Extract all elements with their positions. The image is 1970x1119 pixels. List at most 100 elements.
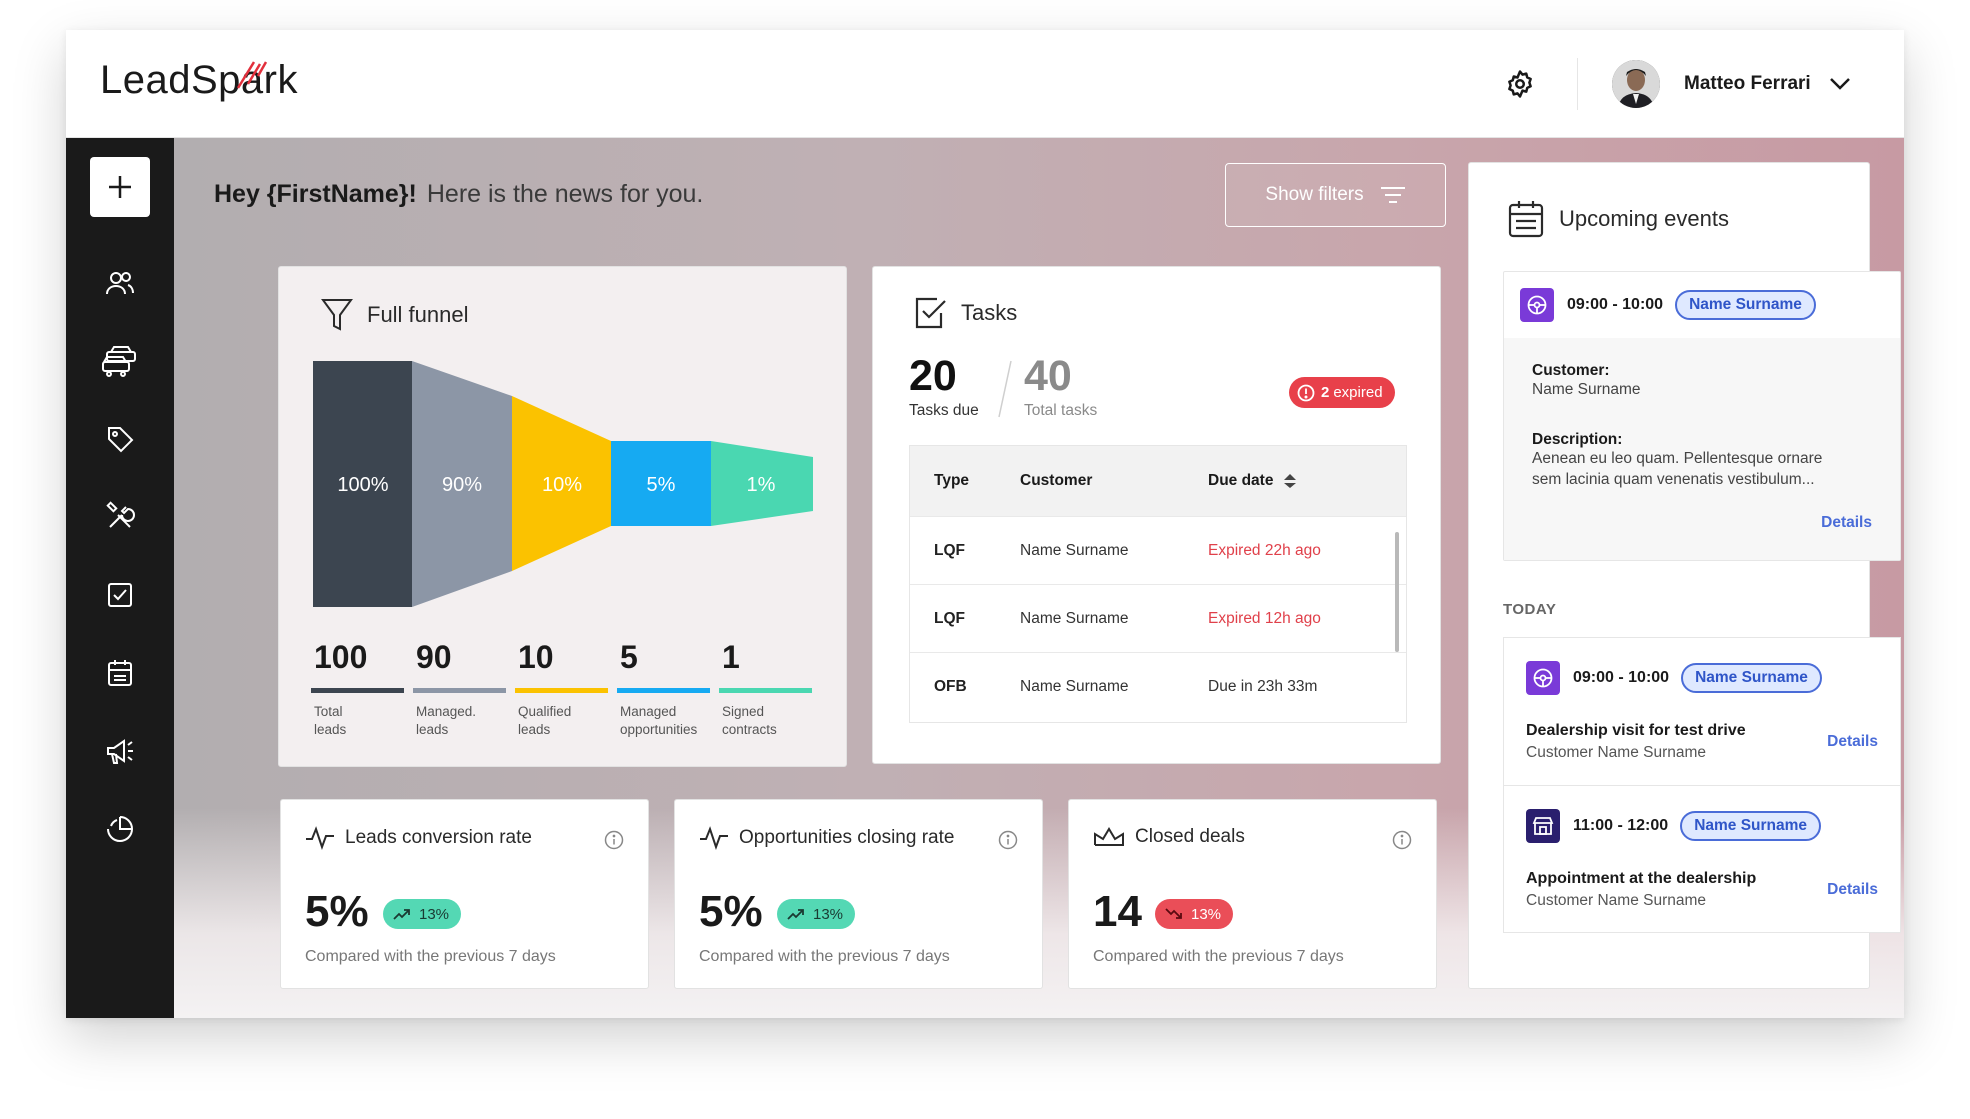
event-name: Dealership visit for test drive [1526, 722, 1746, 739]
funnel-stat: 1 Signed contracts [719, 639, 821, 738]
sidebar-item-reports[interactable] [90, 799, 150, 859]
event-assignee-chip[interactable]: Name Surname [1681, 663, 1822, 693]
task-customer: Name Surname [1020, 541, 1129, 559]
tasks-title-row: Tasks [913, 295, 1017, 331]
add-button[interactable] [90, 157, 150, 217]
funnel-stage-3 [512, 396, 611, 571]
funnel-stat-label: leads [518, 721, 551, 737]
funnel-chart: 100% 90% 10% 5% 1% [313, 361, 813, 607]
funnel-stat-label: leads [416, 721, 449, 737]
funnel-stage-4 [611, 441, 711, 526]
people-icon [106, 272, 134, 295]
kpi-change: 13% [419, 905, 450, 923]
tools-icon [106, 501, 135, 528]
tasks-total: 40 Total tasks [1024, 355, 1097, 420]
kpi-change-badge: 13% [777, 899, 856, 929]
customer-label: Customer: [1532, 362, 1610, 379]
funnel-stat-label: contracts [722, 721, 777, 737]
table-row[interactable]: OFB Name Surname Due in 23h 33m [910, 652, 1406, 720]
details-link[interactable]: Details [1827, 733, 1878, 750]
avatar [1612, 60, 1660, 108]
settings-button[interactable] [1500, 64, 1540, 104]
event-card-featured[interactable]: 09:00 - 10:00 Name Surname Customer: Nam… [1503, 271, 1901, 561]
today-label: TODAY [1503, 601, 1557, 618]
sidebar-item-tasks[interactable] [90, 565, 150, 625]
greeting-hello: Hey {FirstName}! [214, 180, 417, 208]
table-scrollbar[interactable] [1395, 532, 1399, 652]
kpi-change-badge: 13% [383, 899, 462, 929]
funnel-pct-3: 10% [542, 474, 582, 496]
column-header-customer: Customer [1020, 472, 1093, 489]
tasks-due-label: Tasks due [909, 402, 979, 419]
logo-mark-icon [236, 61, 268, 89]
due-date-label: Due date [1208, 472, 1274, 489]
show-filters-label: Show filters [1265, 184, 1364, 205]
event-time: 09:00 - 10:00 [1573, 669, 1670, 686]
sidebar-item-service[interactable] [90, 487, 150, 547]
cars-icon [102, 346, 136, 377]
event-name: Appointment at the dealership [1526, 870, 1757, 887]
sidebar-item-vehicles[interactable] [90, 331, 150, 391]
tasks-table: Type Customer Due date LQF Name Surname … [909, 445, 1407, 723]
kpi-card-leads-conversion: Leads conversion rate 5% 13% Compared wi… [280, 799, 649, 989]
task-type: OFB [934, 677, 967, 695]
funnel-stage-2 [412, 361, 512, 607]
event-assignee-chip[interactable]: Name Surname [1675, 290, 1816, 320]
trend-up-icon [393, 909, 410, 920]
funnel-stage-5 [711, 441, 813, 526]
header-divider [1577, 58, 1578, 110]
task-type: LQF [934, 609, 965, 627]
event-type-icon [1526, 661, 1560, 695]
funnel-stat-count: 1 [722, 639, 740, 675]
sidebar-item-contacts[interactable] [90, 253, 150, 313]
sidebar-item-campaigns[interactable] [90, 721, 150, 781]
event-assignee-chip[interactable]: Name Surname [1680, 811, 1822, 841]
funnel-pct-4: 5% [647, 474, 676, 496]
steering-wheel-icon [1527, 295, 1547, 315]
kpi-change: 13% [1191, 905, 1222, 923]
pie-chart-icon [107, 816, 133, 842]
event-time: 09:00 - 10:00 [1567, 296, 1664, 313]
details-link[interactable]: Details [1821, 514, 1872, 531]
table-row[interactable]: LQF Name Surname Expired 12h ago [910, 584, 1406, 652]
trend-up-icon [787, 909, 804, 920]
kpi-change: 13% [813, 905, 844, 923]
kpi-card-closed-deals: Closed deals 14 13% Compared with the pr… [1068, 799, 1437, 989]
funnel-icon [321, 299, 353, 331]
greeting-message: Here is the news for you. [426, 180, 704, 208]
task-check-icon [915, 297, 946, 329]
tasks-card: Tasks 20 Tasks due 40 Total tasks 2 expir… [872, 266, 1441, 764]
expired-badge[interactable]: 2 expired [1289, 377, 1395, 408]
funnel-title: Full funnel [367, 302, 469, 327]
column-header-due-date[interactable]: Due date [1208, 472, 1388, 490]
info-icon[interactable] [1392, 830, 1412, 850]
table-row[interactable]: LQF Name Surname Expired 22h ago [910, 516, 1406, 584]
store-icon [1532, 817, 1554, 835]
funnel-stat-label: Qualified [518, 704, 572, 719]
info-icon[interactable] [998, 830, 1018, 850]
task-due: Expired 22h ago [1208, 541, 1321, 559]
sidebar-item-calendar[interactable] [90, 643, 150, 703]
description-label: Description: [1532, 430, 1623, 448]
user-menu[interactable]: Matteo Ferrari [1612, 60, 1851, 108]
alert-circle-icon [1297, 384, 1315, 401]
funnel-stat-label: leads [314, 721, 347, 737]
steering-wheel-icon [1533, 668, 1553, 688]
details-link[interactable]: Details [1827, 881, 1878, 898]
tasks-total-label: Total tasks [1024, 402, 1098, 419]
crown-icon [1094, 827, 1124, 846]
event-time: 11:00 - 12:00 [1573, 817, 1669, 834]
kpi-title: Closed deals [1135, 826, 1245, 847]
tag-icon [108, 427, 134, 453]
kpi-comparison: Compared with the previous 7 days [699, 948, 950, 965]
sidebar-item-tags[interactable] [90, 409, 150, 469]
column-header-type: Type [934, 472, 970, 489]
event-card-today[interactable]: 09:00 - 10:00 Name Surname Dealership vi… [1503, 637, 1901, 785]
gear-icon [1508, 70, 1532, 98]
filter-lines-icon [1380, 187, 1405, 203]
event-card-today[interactable]: 11:00 - 12:00 Name Surname Appointment a… [1503, 785, 1901, 933]
sort-icon [1284, 474, 1297, 488]
show-filters-button[interactable]: Show filters [1225, 163, 1446, 227]
calendar-icon [108, 660, 132, 686]
info-icon[interactable] [604, 830, 624, 850]
